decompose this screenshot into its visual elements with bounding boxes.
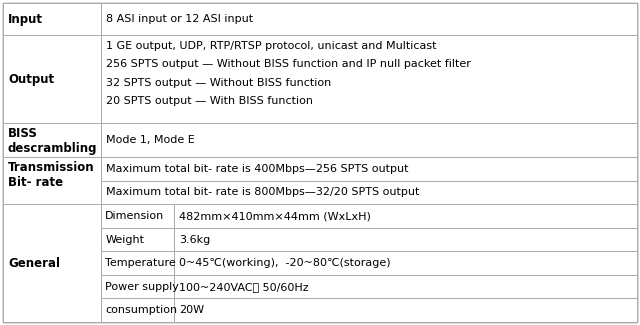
Bar bbox=[3, 123, 101, 157]
Text: Maximum total bit- rate is 400Mbps—256 SPTS output: Maximum total bit- rate is 400Mbps—256 S… bbox=[106, 164, 409, 174]
Text: 20W: 20W bbox=[179, 305, 204, 315]
Text: 100~240VAC， 50/60Hz: 100~240VAC， 50/60Hz bbox=[179, 282, 309, 292]
Text: Transmission
Bit- rate: Transmission Bit- rate bbox=[8, 161, 95, 189]
Bar bbox=[174, 298, 637, 322]
Text: consumption: consumption bbox=[105, 305, 177, 315]
Bar bbox=[101, 123, 637, 157]
Bar bbox=[101, 298, 174, 322]
Bar bbox=[101, 204, 174, 228]
Text: 32 SPTS output — Without BISS function: 32 SPTS output — Without BISS function bbox=[106, 78, 332, 88]
Text: Mode 1, Mode E: Mode 1, Mode E bbox=[106, 135, 195, 145]
Text: 482mm×410mm×44mm (WxLxH): 482mm×410mm×44mm (WxLxH) bbox=[179, 211, 371, 221]
Bar bbox=[101, 228, 174, 251]
Text: BISS
descrambling: BISS descrambling bbox=[8, 127, 97, 155]
Bar bbox=[3, 204, 101, 322]
Text: 256 SPTS output — Without BISS function and IP null packet filter: 256 SPTS output — Without BISS function … bbox=[106, 59, 471, 70]
Bar bbox=[101, 181, 637, 204]
Text: Weight: Weight bbox=[105, 235, 144, 245]
Bar bbox=[174, 275, 637, 298]
Bar bbox=[174, 204, 637, 228]
Text: 3.6kg: 3.6kg bbox=[179, 235, 211, 245]
Text: Dimension: Dimension bbox=[105, 211, 164, 221]
Text: 1 GE output, UDP, RTP/RTSP protocol, unicast and Multicast: 1 GE output, UDP, RTP/RTSP protocol, uni… bbox=[106, 41, 436, 51]
Bar bbox=[174, 228, 637, 251]
Text: Output: Output bbox=[8, 72, 54, 85]
Bar bbox=[3, 157, 101, 204]
Text: Temperature: Temperature bbox=[105, 258, 176, 268]
Text: 8 ASI input or 12 ASI input: 8 ASI input or 12 ASI input bbox=[106, 14, 253, 24]
Bar bbox=[174, 251, 637, 275]
Text: 20 SPTS output — With BISS function: 20 SPTS output — With BISS function bbox=[106, 96, 313, 106]
Bar bbox=[101, 157, 637, 181]
Bar bbox=[3, 3, 101, 35]
Text: General: General bbox=[8, 257, 60, 270]
Text: Input: Input bbox=[8, 13, 43, 26]
Bar bbox=[101, 35, 637, 123]
Text: Maximum total bit- rate is 800Mbps—32/20 SPTS output: Maximum total bit- rate is 800Mbps—32/20… bbox=[106, 188, 420, 198]
Text: Power supply: Power supply bbox=[105, 282, 179, 292]
Bar bbox=[101, 275, 174, 298]
Bar bbox=[101, 3, 637, 35]
Bar bbox=[101, 251, 174, 275]
Text: 0~45℃(working),  -20~80℃(storage): 0~45℃(working), -20~80℃(storage) bbox=[179, 258, 391, 268]
Bar bbox=[3, 35, 101, 123]
